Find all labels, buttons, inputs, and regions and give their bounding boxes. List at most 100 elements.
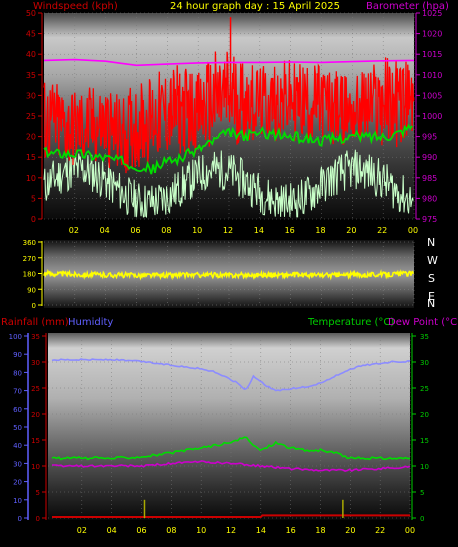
average-wind-trace: [43, 123, 413, 175]
wind-x-tick-label: 02: [69, 226, 79, 235]
wind-x-tick-label: 00: [408, 226, 418, 235]
humidity-tick-label: 80: [13, 369, 22, 377]
humidity-trace: [51, 358, 411, 392]
direction-letter-n-bottom: N: [427, 297, 435, 310]
windspeed-tick-label: 5: [31, 194, 36, 203]
rainfall-tick-label: 15: [31, 437, 40, 445]
temperature-tick-label: 5: [420, 489, 424, 497]
dewpoint-axis-label: Dew Point (°C): [388, 317, 458, 328]
windspeed-axis-label: Windspeed (kph): [33, 1, 118, 12]
humidity-tick-label: 100: [9, 333, 22, 341]
windspeed-tick-label: 15: [26, 153, 36, 162]
barometer-axis-label: Barometer (hpa): [366, 1, 449, 12]
climate-x-tick-label: 00: [405, 526, 415, 535]
direction-letter-e: E: [428, 290, 435, 303]
humidity-tick-label: 60: [13, 406, 22, 414]
barometer-tick-label: 985: [422, 174, 437, 183]
direction-tick-label: 360: [23, 239, 36, 247]
windspeed-tick-label: 40: [26, 50, 36, 59]
windspeed-tick-label: 50: [26, 9, 36, 18]
rainfall-tick-label: 5: [36, 489, 40, 497]
humidity-tick-label: 40: [13, 442, 22, 450]
barometer-tick-label: 1005: [422, 91, 442, 100]
direction-panel-series: [43, 268, 414, 281]
direction-letter-n-top: N: [427, 236, 435, 249]
wind-x-tick-label: 22: [377, 226, 387, 235]
humidity-tick-label: 20: [13, 479, 22, 487]
humidity-tick-label: 10: [13, 497, 22, 505]
wind-x-tick-label: 20: [346, 226, 356, 235]
direction-letters: N W S E N: [427, 236, 438, 310]
direction-tick-label: 0: [32, 302, 36, 310]
wind-x-tick-label: 08: [161, 226, 171, 235]
temperature-axis-label: Temperature (°C): [307, 317, 394, 328]
windspeed-tick-label: 30: [26, 91, 36, 100]
rainfall-tick-label: 35: [31, 333, 40, 341]
rainfall-axis-label: Rainfall (mm): [1, 317, 69, 328]
climate-x-tick-label: 06: [136, 526, 146, 535]
rainfall-tick-label: 10: [31, 463, 40, 471]
rainfall-tick-label: 0: [36, 515, 40, 523]
wind-panel-axes: 0510152025303540455097598098599099510001…: [26, 9, 443, 235]
wind-x-tick-label: 12: [223, 226, 233, 235]
barometer-tick-label: 995: [422, 133, 437, 142]
direction-panel-axes: 0 90 180 270 360: [23, 239, 43, 310]
climate-x-tick-label: 14: [256, 526, 266, 535]
temperature-tick-label: 35: [420, 333, 429, 341]
climate-panel-axes: 0102030405060708090100051015202530350510…: [9, 333, 429, 535]
climate-x-tick-label: 20: [345, 526, 355, 535]
rainfall-tick-label: 30: [31, 359, 40, 367]
barometer-tick-label: 975: [422, 215, 437, 224]
wind-x-tick-label: 14: [254, 226, 264, 235]
temperature-tick-label: 10: [420, 463, 429, 471]
humidity-tick-label: 50: [13, 424, 22, 432]
wind-x-tick-label: 06: [130, 226, 140, 235]
climate-x-tick-label: 02: [77, 526, 87, 535]
barometer-tick-label: 1025: [422, 9, 442, 18]
climate-x-tick-label: 16: [286, 526, 296, 535]
climate-x-tick-label: 10: [196, 526, 206, 535]
windspeed-tick-label: 35: [26, 71, 36, 80]
barometer-tick-label: 980: [422, 194, 437, 203]
rainfall-trace: [52, 514, 410, 518]
windspeed-trace: [43, 51, 415, 174]
rainfall-tick-label: 25: [31, 385, 40, 393]
wind-direction-trace: [43, 268, 414, 281]
wind-x-tick-label: 04: [100, 226, 110, 235]
humidity-tick-label: 70: [13, 388, 22, 396]
direction-tick-label: 180: [23, 271, 36, 279]
rainfall-tick-label: 20: [31, 411, 40, 419]
temperature-tick-label: 30: [420, 359, 429, 367]
windspeed-tick-label: 20: [26, 133, 36, 142]
wind-x-tick-label: 10: [192, 226, 202, 235]
graph-title: 24 hour graph day : 15 April 2025: [170, 1, 340, 12]
windspeed-tick-label: 25: [26, 112, 36, 121]
barometer-tick-label: 1020: [422, 30, 442, 39]
wind-panel-series: [43, 17, 415, 218]
humidity-tick-label: 0: [18, 515, 22, 523]
direction-letter-w: W: [427, 254, 438, 267]
windspeed-tick-label: 45: [26, 30, 36, 39]
barometer-tick-label: 1000: [422, 112, 442, 121]
climate-panel-background: [48, 333, 410, 520]
barometer-tick-label: 1010: [422, 71, 442, 80]
direction-tick-label: 90: [27, 286, 36, 294]
windspeed-tick-label: 10: [26, 174, 36, 183]
climate-x-tick-label: 04: [107, 526, 117, 535]
dewpoint-trace: [52, 460, 411, 472]
climate-x-tick-label: 22: [375, 526, 385, 535]
barometer-tick-label: 1015: [422, 50, 442, 59]
direction-tick-label: 270: [23, 255, 36, 263]
temperature-tick-label: 15: [420, 437, 429, 445]
wind-x-tick-label: 18: [315, 226, 325, 235]
humidity-tick-label: 30: [13, 460, 22, 468]
temperature-tick-label: 0: [420, 515, 424, 523]
direction-letter-s: S: [428, 272, 435, 285]
windspeed-tick-label: 0: [31, 215, 36, 224]
wind-low-trace: [43, 149, 414, 218]
humidity-axis-label: Humidity: [68, 317, 113, 328]
temperature-trace: [51, 436, 411, 461]
barometer-trace: [43, 58, 415, 67]
temperature-tick-label: 20: [420, 411, 429, 419]
wind-x-tick-label: 16: [285, 226, 295, 235]
